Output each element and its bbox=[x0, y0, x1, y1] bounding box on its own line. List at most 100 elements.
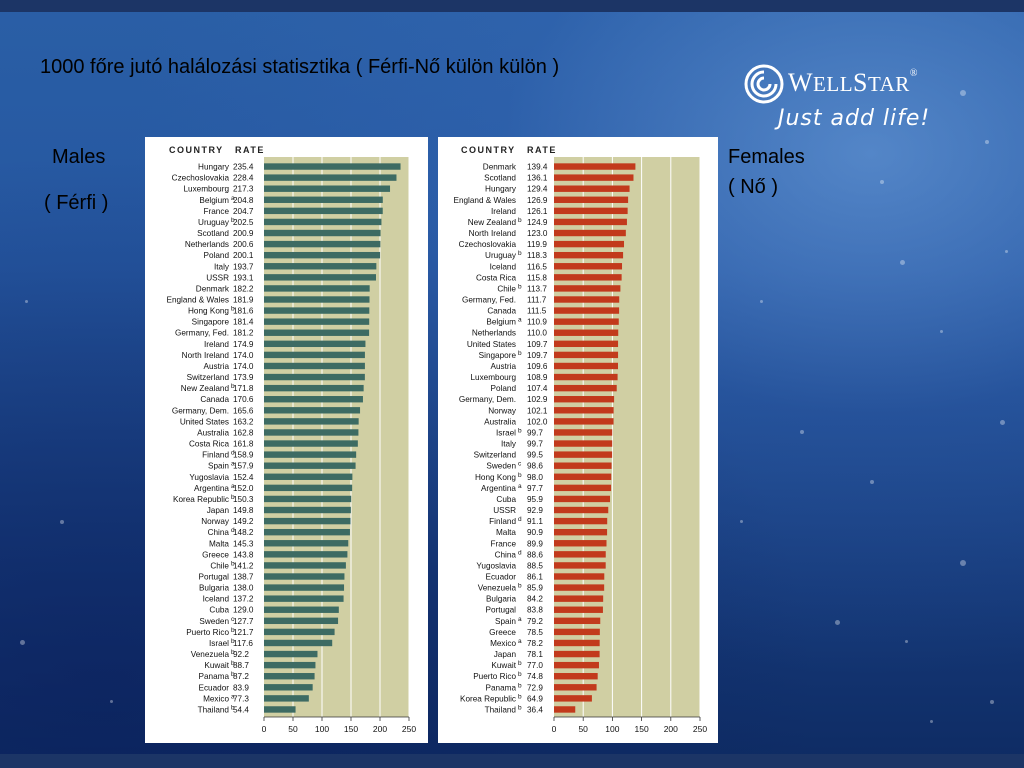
category-label: Israel bbox=[209, 639, 229, 648]
category-label: Uruguay bbox=[198, 218, 230, 227]
category-label: Uruguay bbox=[485, 251, 517, 260]
bubble-decoration bbox=[985, 140, 989, 144]
category-label: Bulgaria bbox=[486, 595, 516, 604]
x-tick-label: 150 bbox=[344, 724, 358, 734]
females-chart: COUNTRY RATE Denmark 139.4 Scotland 136.1 Hung… bbox=[453, 145, 707, 734]
value-label: 181.2 bbox=[233, 329, 254, 338]
value-label: 174.9 bbox=[233, 340, 254, 349]
value-label: 109.7 bbox=[527, 351, 548, 360]
bar bbox=[554, 617, 601, 625]
category-note: b bbox=[231, 306, 235, 313]
x-tick-label: 250 bbox=[693, 724, 707, 734]
category-label: Belgium bbox=[199, 196, 229, 205]
value-label: 148.2 bbox=[233, 528, 254, 537]
value-label: 165.6 bbox=[233, 406, 254, 415]
category-note: b bbox=[231, 494, 235, 501]
value-label: 107.4 bbox=[527, 384, 548, 393]
bar bbox=[264, 429, 359, 436]
value-label: 78.5 bbox=[527, 628, 543, 637]
value-label: 181.9 bbox=[233, 296, 254, 305]
value-label: 157.9 bbox=[233, 462, 254, 471]
bar bbox=[264, 240, 381, 248]
bar bbox=[264, 517, 351, 525]
bar bbox=[554, 274, 622, 281]
category-label: Venezuela bbox=[191, 650, 230, 659]
value-label: 174.0 bbox=[233, 362, 254, 371]
category-label: Norway bbox=[488, 406, 517, 415]
value-label: 113.7 bbox=[527, 284, 547, 293]
bar bbox=[554, 296, 620, 303]
bar bbox=[264, 473, 353, 480]
category-label: Australia bbox=[484, 417, 516, 426]
bar bbox=[264, 373, 365, 381]
category-label: Scotland bbox=[484, 174, 516, 183]
bar bbox=[554, 528, 608, 536]
bar bbox=[264, 196, 383, 203]
value-label: 72.9 bbox=[527, 683, 543, 692]
bar bbox=[264, 695, 309, 702]
category-label: Finland bbox=[202, 451, 229, 460]
bar bbox=[264, 263, 377, 270]
category-note: d bbox=[518, 549, 522, 556]
value-label: 217.3 bbox=[233, 185, 254, 194]
value-label: 109.7 bbox=[527, 340, 548, 349]
bar bbox=[264, 484, 353, 492]
x-tick-label: 0 bbox=[262, 724, 267, 734]
value-label: 79.2 bbox=[527, 617, 543, 626]
bar bbox=[554, 240, 625, 248]
bar bbox=[554, 174, 634, 181]
category-label: Korea Republic bbox=[460, 694, 516, 703]
bar bbox=[554, 517, 608, 525]
category-label: Canada bbox=[487, 307, 516, 316]
category-note: c bbox=[231, 616, 235, 623]
swirl-icon bbox=[744, 64, 784, 104]
x-tick-label: 50 bbox=[578, 724, 588, 734]
category-label: Ecuador bbox=[486, 573, 517, 582]
category-note: a bbox=[231, 461, 235, 468]
category-label: Italy bbox=[214, 262, 230, 271]
bar bbox=[554, 318, 619, 325]
bar bbox=[554, 285, 621, 292]
value-label: 83.8 bbox=[527, 606, 543, 615]
value-label: 84.2 bbox=[527, 595, 543, 604]
value-label: 102.9 bbox=[527, 395, 548, 404]
category-label: Kuwait bbox=[491, 661, 516, 670]
category-label: Cuba bbox=[209, 606, 229, 615]
category-label: Puerto Rico bbox=[473, 672, 516, 681]
bar bbox=[264, 551, 348, 558]
bar bbox=[264, 351, 365, 359]
category-label: Germany, Fed. bbox=[462, 296, 516, 305]
bar bbox=[264, 628, 335, 636]
category-note: b bbox=[231, 660, 235, 667]
bar bbox=[554, 473, 612, 480]
category-note: b bbox=[231, 560, 235, 567]
category-label: Singapore bbox=[192, 318, 230, 327]
category-label: China bbox=[495, 550, 517, 559]
category-label: France bbox=[204, 207, 230, 216]
value-label: 138.7 bbox=[233, 573, 254, 582]
category-label: Argentina bbox=[194, 484, 229, 493]
bubble-decoration bbox=[960, 90, 966, 96]
bubble-decoration bbox=[740, 520, 743, 523]
value-label: 109.6 bbox=[527, 362, 548, 371]
bar bbox=[264, 362, 365, 370]
category-note: b bbox=[518, 704, 522, 711]
category-label: Austria bbox=[204, 362, 230, 371]
value-label: 95.9 bbox=[527, 495, 543, 504]
bar bbox=[264, 650, 318, 658]
bar bbox=[264, 440, 358, 447]
bar bbox=[554, 251, 624, 259]
category-note: b bbox=[231, 627, 235, 634]
category-label: Czechoslovakia bbox=[172, 174, 230, 183]
category-label: Sweden bbox=[199, 617, 229, 626]
bar bbox=[264, 451, 357, 458]
bar bbox=[264, 218, 382, 226]
bar bbox=[554, 506, 609, 514]
category-label: United States bbox=[467, 340, 516, 349]
category-label: Spain bbox=[208, 462, 229, 471]
value-label: 123.0 bbox=[527, 229, 548, 238]
category-note: b bbox=[518, 350, 522, 357]
category-note: a bbox=[518, 616, 522, 623]
category-label: Kuwait bbox=[204, 661, 229, 670]
value-label: 111.5 bbox=[527, 307, 547, 316]
